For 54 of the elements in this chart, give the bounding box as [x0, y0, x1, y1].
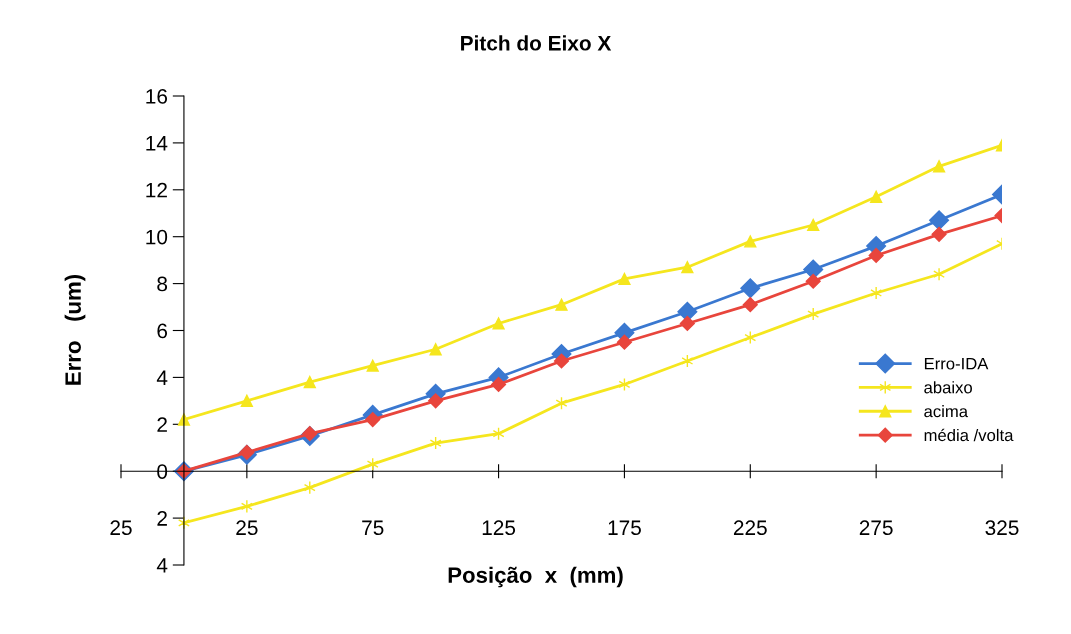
- x-tick-label: 125: [482, 520, 516, 536]
- x-tick-label: 25: [110, 520, 132, 536]
- point: [616, 334, 632, 350]
- point: [931, 226, 947, 242]
- legend-label: acima: [924, 405, 969, 418]
- x-tick-label: 25: [236, 520, 258, 536]
- point: [870, 286, 883, 300]
- point: [932, 160, 946, 173]
- point: [365, 412, 381, 428]
- y-tick-label: 2: [157, 417, 167, 432]
- point: [805, 273, 821, 289]
- point: [807, 218, 820, 232]
- point: [491, 376, 507, 393]
- point: [303, 375, 316, 389]
- y-tick-label: 4: [156, 558, 168, 573]
- point: [929, 210, 950, 231]
- x-tick-label: 75: [362, 520, 384, 536]
- point: [240, 394, 253, 407]
- point: [679, 315, 695, 332]
- point: [555, 298, 568, 311]
- legend-label: abaixo: [924, 381, 972, 394]
- point: [366, 359, 379, 372]
- point: [429, 343, 442, 356]
- y-tick-label: 10: [146, 229, 168, 245]
- point: [681, 261, 694, 274]
- y-tick-label: 14: [146, 136, 168, 151]
- y-tick-label: 16: [146, 89, 168, 104]
- legend-label: média /volta: [924, 428, 1014, 442]
- legend-label: Erro-IDA: [924, 357, 989, 370]
- x-tick-label: 275: [859, 520, 893, 536]
- point: [868, 247, 884, 264]
- point: [553, 353, 570, 369]
- point: [677, 301, 698, 322]
- y-tick-label: 12: [146, 182, 167, 198]
- point: [240, 499, 253, 514]
- x-tick-label: 225: [733, 520, 767, 536]
- point: [740, 278, 761, 299]
- x-tick-label: 325: [985, 520, 1019, 536]
- chart-title: Pitch do Eixo X: [461, 35, 612, 51]
- point: [803, 259, 824, 280]
- point: [492, 317, 505, 330]
- x-axis-title: Posição x (mm): [448, 566, 623, 588]
- y-axis-title: Erro (um): [64, 274, 86, 385]
- point: [870, 190, 883, 203]
- y-tick-label: 2: [157, 511, 167, 526]
- y-tick-label: 4: [156, 370, 168, 385]
- point: [428, 393, 444, 409]
- y-tick-label: 6: [157, 323, 168, 339]
- point: [744, 235, 757, 248]
- y-tick-label: 8: [157, 276, 168, 292]
- x-tick-label: 175: [608, 520, 641, 536]
- point: [618, 272, 631, 286]
- point: [742, 297, 758, 313]
- point: [933, 267, 945, 281]
